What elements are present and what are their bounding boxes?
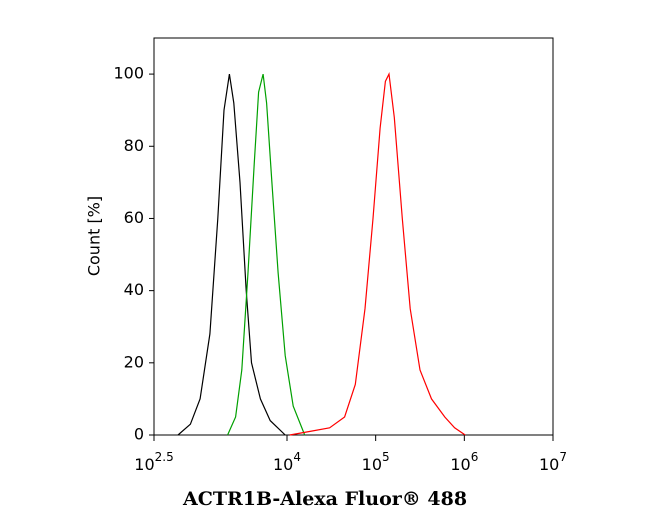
x-tick-label: 105 (362, 450, 390, 474)
x-tick-label: 106 (450, 450, 478, 474)
y-tick-label: 0 (134, 425, 144, 444)
x-tick-base: 10 (539, 455, 559, 474)
x-axis-label: ACTR1B-Alexa Fluor® 488 (182, 488, 467, 510)
x-tick-label: 107 (539, 450, 567, 474)
y-tick-label: 100 (113, 64, 144, 83)
x-tick-exponent: 5 (382, 450, 390, 464)
x-tick-label: 104 (273, 450, 301, 474)
x-tick-base: 10 (273, 455, 293, 474)
x-tick-base: 10 (134, 455, 154, 474)
x-tick-exponent: 4 (293, 450, 301, 464)
x-tick-exponent: 2.5 (155, 450, 174, 464)
series-line (227, 73, 306, 436)
y-tick-label: 60 (124, 208, 144, 227)
y-tick-label: 20 (124, 352, 144, 371)
x-tick-label: 102.5 (134, 450, 173, 474)
series-line (289, 72, 466, 436)
series-line (177, 74, 286, 436)
plot-frame (153, 37, 554, 436)
x-tick-exponent: 6 (471, 450, 479, 464)
x-tick-base: 10 (362, 455, 382, 474)
y-tick-label: 40 (124, 280, 144, 299)
x-tick-exponent: 7 (559, 450, 567, 464)
y-tick-label: 80 (124, 136, 144, 155)
x-tick-base: 10 (450, 455, 470, 474)
y-axis-label: Count [%] (85, 196, 104, 276)
